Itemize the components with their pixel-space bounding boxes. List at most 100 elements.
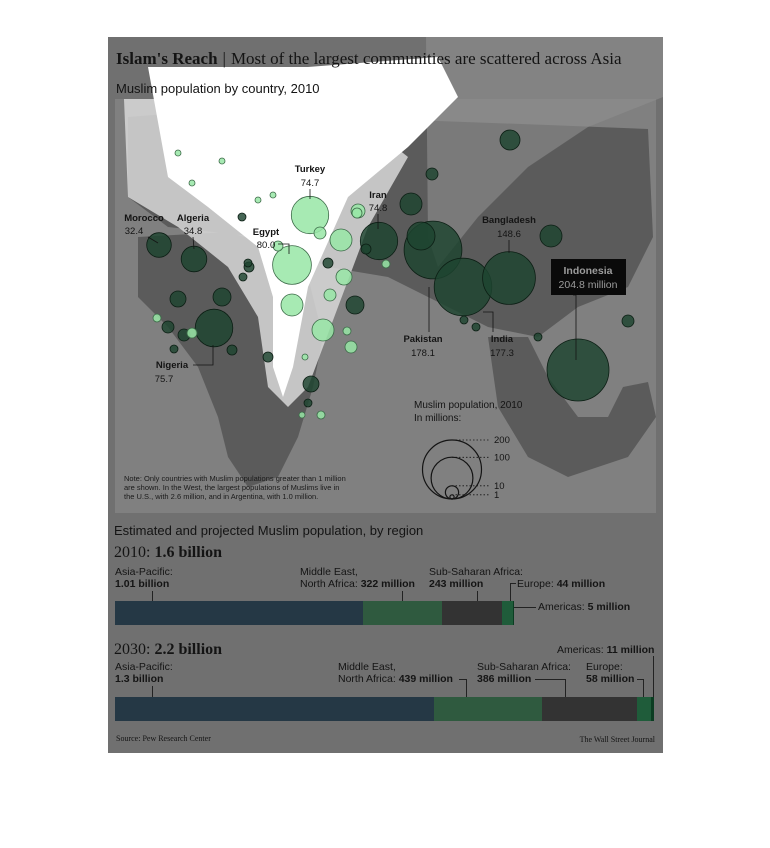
map-subtitle: Muslim population by country, 2010	[116, 81, 320, 96]
highlight-band	[426, 37, 663, 267]
bubble-country-56	[322, 257, 334, 269]
legend-circles: 200 100 101	[421, 435, 510, 501]
bubble-country-16	[311, 318, 335, 342]
label-2030-europe-value: 58 million	[586, 673, 635, 685]
label-turkey-value: 74.7	[301, 178, 320, 189]
bubble-country-52	[303, 398, 313, 408]
bubble-country-41	[459, 315, 469, 325]
label-bangladesh-value: 148.6	[497, 229, 521, 240]
bubble-country-37	[169, 344, 179, 354]
label-2010-europe-value: 44 million	[556, 578, 606, 590]
label-india-value: 177.3	[490, 348, 514, 359]
bubble-country-50	[301, 353, 309, 361]
bubble-country-38	[238, 272, 248, 282]
bar-segment-2010-mena	[363, 601, 443, 625]
label-2030-americas: Americas: 11 million	[557, 644, 654, 656]
year-2030-heading: 2030: 2.2 billion	[114, 641, 222, 659]
bubble-country-12	[335, 268, 353, 286]
label-2010-mena-line1: Middle East,	[300, 566, 358, 578]
label-2010-asia-name: Asia-Pacific:	[115, 566, 173, 578]
legend-title: Muslim population, 2010	[414, 400, 523, 411]
bar-segment-2010-asia	[115, 601, 364, 625]
bubble-country-39	[272, 240, 284, 252]
label-2010-ssa-name: Sub-Saharan Africa:	[429, 566, 523, 578]
label-pakistan-name: Pakistan	[403, 334, 442, 345]
bubble-country-28	[212, 287, 232, 307]
label-turkey-name: Turkey	[295, 164, 326, 175]
bubble-bangladesh	[482, 251, 536, 305]
label-nigeria-name: Nigeria	[156, 360, 189, 371]
bubble-country-57	[360, 243, 372, 255]
bubble-country-20	[399, 192, 423, 216]
label-egypt-value: 80.0	[257, 240, 276, 251]
indonesia-callout: Indonesia 204.8 million	[551, 259, 626, 295]
label-2030-ssa-value: 386 million	[477, 673, 532, 685]
bubble-country-22	[425, 167, 439, 181]
bubble-country-24	[539, 224, 563, 248]
label-egypt-name: Egypt	[253, 227, 280, 238]
legend-value-1: 1	[494, 490, 499, 501]
bubble-country-46	[174, 149, 182, 157]
leader-2030-asia	[152, 686, 153, 697]
bar-segment-2030-mena	[434, 697, 543, 721]
label-2030-asia: Asia-Pacific: 1.3 billion	[115, 661, 173, 685]
leader-2010-europe-h	[510, 583, 516, 584]
bubble-country-51	[316, 410, 326, 420]
bubble-country-23	[499, 129, 521, 151]
map-note: Note: Only countries with Muslim populat…	[124, 474, 346, 501]
size-legend: Muslim population, 2010 In millions: 200…	[414, 400, 523, 501]
bar-segment-2030-asia	[115, 697, 435, 721]
label-2030-mena: Middle East, North Africa: 439 million	[338, 661, 453, 685]
bubble-country-27	[169, 290, 187, 308]
bubble-country-14	[345, 295, 365, 315]
leader-2030-americas	[653, 656, 654, 697]
bubble-algeria	[180, 245, 208, 273]
label-2010-europe-name: Europe:	[517, 578, 554, 590]
label-2010-ssa-value: 243 million	[429, 578, 484, 590]
label-2010-mena-value: 322 million	[360, 578, 415, 590]
label-iran-name: Iran	[369, 190, 387, 201]
bubble-country-11	[313, 226, 327, 240]
infographic-card: Morocco 32.4 Algeria 34.8 Egypt 80.0 Tur…	[108, 37, 663, 753]
label-bangladesh-name: Bangladesh	[482, 215, 536, 226]
label-2010-asia: Asia-Pacific: 1.01 billion	[115, 566, 173, 590]
label-2030-ssa: Sub-Saharan Africa: 386 million	[477, 661, 571, 685]
bubble-country-36	[152, 313, 162, 323]
year-2010-heading: 2010: 1.6 billion	[114, 544, 222, 562]
label-iran-value: 74.8	[369, 203, 388, 214]
label-2030-europe-name: Europe:	[586, 661, 623, 673]
year-2010-label: 2010:	[114, 544, 151, 561]
bar-segment-2030-ssa	[542, 697, 637, 721]
leader-2010-mena	[402, 591, 403, 601]
label-2010-ssa: Sub-Saharan Africa: 243 million	[429, 566, 523, 590]
label-algeria-value: 34.8	[184, 226, 203, 237]
label-pakistan-value: 178.1	[411, 348, 435, 359]
bubble-country-33	[161, 320, 175, 334]
leader-2030-europe-v	[643, 679, 644, 697]
headline: Islam's Reach | Most of the largest commun…	[116, 49, 622, 69]
bubble-country-10	[329, 228, 353, 252]
bubble-egypt	[272, 245, 312, 285]
bubble-country-25	[621, 314, 635, 328]
label-2030-mena-line1: Middle East,	[338, 661, 396, 673]
bar-2010	[115, 601, 515, 625]
legend-subtitle: In millions:	[414, 413, 461, 424]
bubble-country-40	[381, 259, 391, 269]
bubble-country-18	[302, 375, 320, 393]
headline-separator: |	[222, 49, 226, 68]
label-nigeria-value: 75.7	[155, 374, 174, 385]
label-algeria-name: Algeria	[177, 213, 210, 224]
map-note-line-3: the U.S., with 2.6 million, and in Argen…	[124, 492, 318, 501]
country-labels: Morocco 32.4 Algeria 34.8 Egypt 80.0 Tur…	[124, 164, 536, 385]
bubble-country-30	[226, 344, 238, 356]
bubble-india	[433, 257, 493, 317]
map-note-line-1: Note: Only countries with Muslim populat…	[124, 474, 346, 483]
year-2030-label: 2030:	[114, 641, 151, 658]
credit: The Wall Street Journal	[579, 735, 655, 744]
headline-bold: Islam's Reach	[116, 49, 218, 68]
label-2010-europe: Europe: 44 million	[517, 578, 605, 590]
bubble-country-42	[471, 322, 481, 332]
bubble-country-17	[344, 340, 358, 354]
label-morocco-name: Morocco	[124, 213, 164, 224]
legend-value-200: 200	[494, 435, 510, 446]
